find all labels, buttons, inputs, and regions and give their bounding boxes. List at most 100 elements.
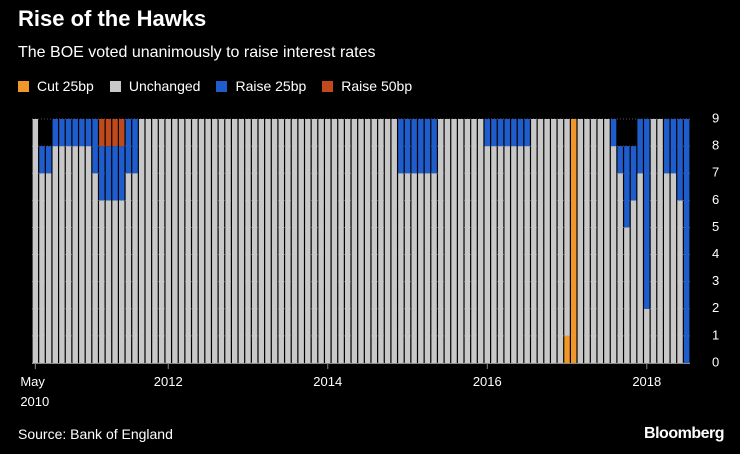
bar-segment: [404, 173, 411, 363]
bar-segment: [192, 119, 198, 363]
bar-segment: [424, 119, 431, 174]
bar-segment: [59, 119, 65, 147]
bar-segment: [424, 173, 431, 363]
bar-segment: [378, 119, 384, 363]
bar-segment: [105, 200, 112, 363]
bar-segment: [398, 173, 404, 363]
bar-segment: [112, 146, 118, 201]
bar-segment: [524, 146, 530, 363]
bar-segment: [371, 119, 378, 363]
bar-segment: [511, 146, 517, 363]
bar-segment: [79, 119, 85, 147]
bar-segment: [119, 200, 125, 363]
bar-segment: [99, 146, 105, 201]
bar-segment: [285, 119, 291, 363]
chart-title: Rise of the Hawks: [18, 6, 207, 31]
bar-segment: [238, 119, 245, 363]
bar-segment: [537, 119, 544, 363]
bar-segment: [517, 146, 524, 363]
x-tick-label: May 2010: [20, 374, 50, 409]
bar-segment: [291, 119, 298, 363]
bar-segment: [584, 119, 590, 363]
bar-segment: [411, 173, 417, 363]
y-tick-label: 6: [712, 192, 719, 207]
bar-segment: [630, 146, 637, 201]
bar-segment: [484, 146, 491, 363]
bar-segment: [39, 173, 45, 363]
bar-segment: [158, 119, 165, 363]
y-tick-label: 0: [712, 354, 719, 369]
bar-segment: [418, 119, 424, 174]
chart-subtitle: The BOE voted unanimously to raise inter…: [18, 44, 376, 61]
bar-segment: [112, 119, 118, 147]
y-tick-label: 3: [712, 273, 719, 288]
bar-segment: [165, 119, 171, 363]
bar-segment: [265, 119, 271, 363]
bar-segment: [79, 146, 85, 363]
bar-segment: [644, 308, 650, 363]
bar-segment: [477, 119, 484, 363]
bar-segment: [72, 119, 78, 147]
bar-segment: [511, 119, 517, 147]
bar-segment: [72, 146, 78, 363]
bar-segment: [670, 119, 677, 174]
bar-segment: [531, 119, 537, 363]
bar-segment: [630, 200, 637, 363]
bar-segment: [278, 119, 284, 363]
bar-segment: [105, 146, 112, 201]
bar-segment: [99, 200, 105, 363]
bar-segment: [351, 119, 358, 363]
source: Source: Bank of England: [18, 426, 173, 442]
bar-segment: [504, 146, 510, 363]
bar-segment: [138, 119, 145, 363]
bar-segment: [491, 146, 497, 363]
bar-segment: [258, 119, 265, 363]
bar-segment: [398, 119, 404, 174]
bar-segment: [664, 173, 670, 363]
bar-segment: [125, 173, 132, 363]
legend-label: Unchanged: [128, 78, 201, 94]
bar-segment: [644, 119, 650, 309]
bar-segment: [45, 146, 52, 174]
bar-segment: [52, 119, 58, 147]
bar-segment: [444, 119, 451, 363]
bar-segment: [610, 146, 617, 363]
bar-segment: [358, 119, 364, 363]
bar-segment: [52, 146, 58, 363]
bar-segment: [344, 119, 351, 363]
bar-segment: [331, 119, 338, 363]
bar-segment: [218, 119, 225, 363]
bar-segment: [338, 119, 344, 363]
bar-segment: [624, 146, 630, 228]
bar-segment: [670, 173, 677, 363]
bar-segment: [85, 146, 92, 363]
y-tick-label: 7: [712, 165, 719, 180]
bar-segment: [172, 119, 178, 363]
bar-segment: [464, 119, 471, 363]
brand: Bloomberg: [644, 425, 724, 442]
bar-segment: [119, 146, 125, 201]
bar-segment: [85, 119, 92, 147]
bar-segment: [231, 119, 238, 363]
bar-segment: [677, 200, 683, 363]
bar-segment: [418, 173, 424, 363]
legend-item: Raise 50bp: [322, 78, 412, 94]
legend-swatch: [216, 80, 228, 92]
bar-segment: [604, 119, 610, 363]
bar-segment: [132, 119, 138, 174]
x-tick-label: 2016: [472, 374, 502, 389]
bar-segment: [125, 119, 132, 174]
bar-segment: [99, 119, 105, 147]
bar-segment: [570, 119, 577, 363]
bar-segment: [92, 173, 98, 363]
bar-segment: [251, 119, 258, 363]
bar-segment: [39, 146, 45, 174]
legend-label: Raise 25bp: [235, 78, 307, 94]
bar-segment: [318, 119, 324, 363]
legend: Cut 25bp Unchanged Raise 25bp Raise 50bp: [18, 78, 428, 94]
bar-segment: [617, 146, 623, 174]
bar-segment: [384, 119, 391, 363]
bar-segment: [364, 119, 371, 363]
bar-segment: [577, 119, 584, 363]
